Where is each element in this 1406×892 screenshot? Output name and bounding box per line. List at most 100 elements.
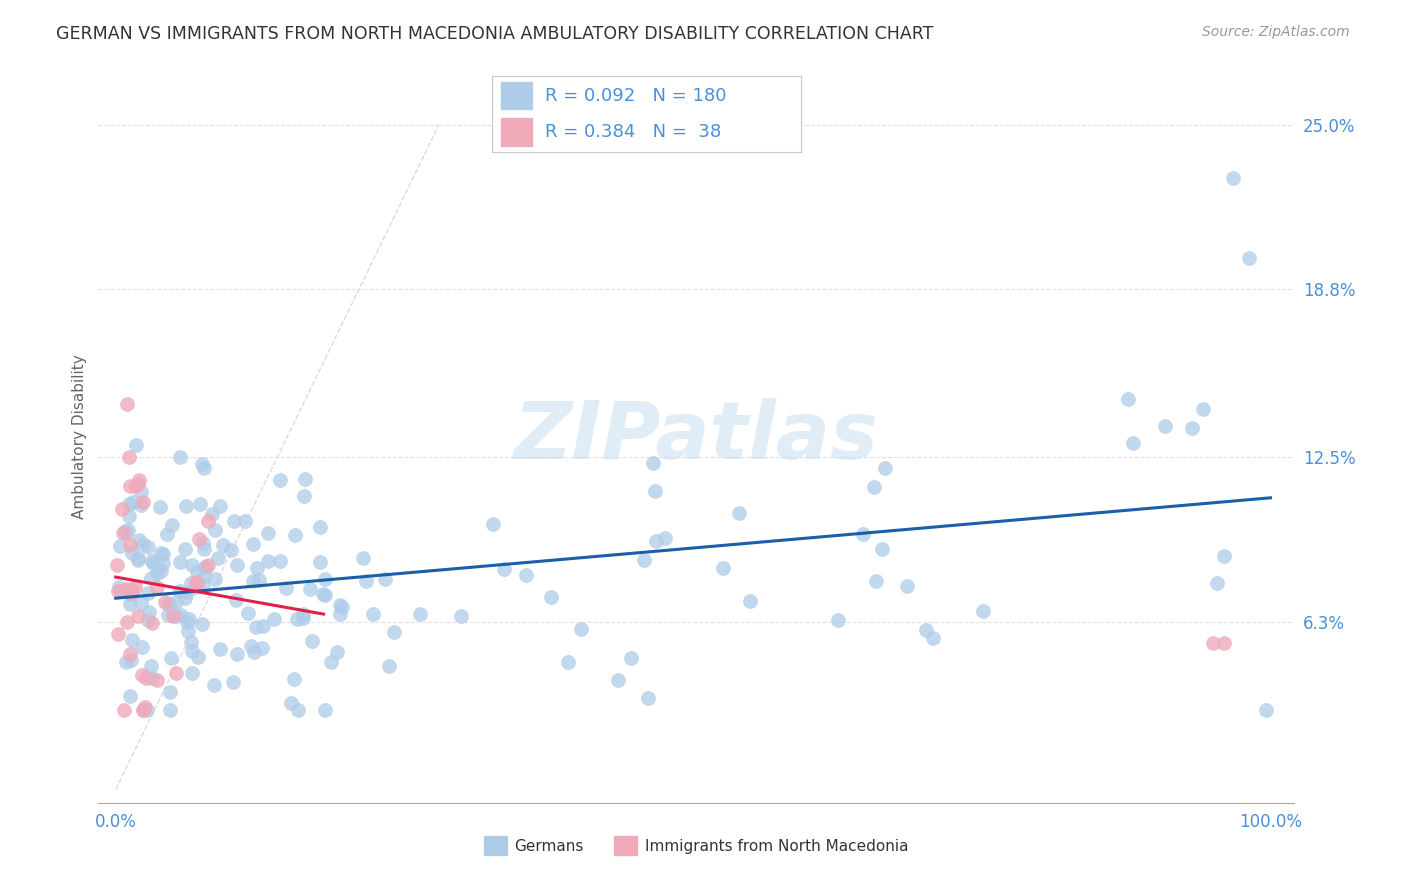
Point [188, 497, 211, 511]
Point [312, 587, 335, 601]
Point [326, 645, 349, 659]
Point [124, 479, 146, 493]
Point [1202, 636, 1225, 650]
Point [226, 647, 249, 661]
Point [1213, 549, 1236, 564]
Point [180, 575, 202, 590]
Point [114, 655, 136, 669]
Point [482, 516, 505, 531]
Point [146, 673, 169, 688]
Point [180, 644, 202, 658]
Point [112, 525, 135, 540]
Point [329, 607, 352, 621]
Point [242, 537, 264, 551]
Point [242, 574, 264, 589]
Point [1192, 401, 1215, 416]
Point [191, 457, 214, 471]
Point [284, 527, 307, 541]
Point [114, 703, 136, 717]
Point [245, 620, 267, 634]
Text: R = 0.092   N = 180: R = 0.092 N = 180 [544, 87, 725, 104]
Point [149, 500, 172, 514]
Point [378, 658, 401, 673]
Point [169, 555, 191, 569]
Point [121, 546, 143, 560]
Point [136, 613, 159, 627]
Point [294, 471, 316, 485]
Point [207, 550, 229, 565]
Point [107, 583, 129, 598]
Point [169, 583, 191, 598]
Point [118, 597, 141, 611]
Point [117, 615, 139, 629]
Point [132, 703, 155, 717]
Point [165, 608, 187, 623]
Y-axis label: Ambulatory Disability: Ambulatory Disability [72, 355, 87, 519]
Point [202, 678, 225, 692]
Point [1254, 703, 1277, 717]
Point [118, 450, 141, 464]
Point [193, 461, 215, 475]
Bar [502, 119, 533, 145]
Point [127, 550, 149, 565]
Point [132, 537, 155, 551]
Point [160, 517, 183, 532]
Point [114, 524, 136, 538]
Point [221, 543, 243, 558]
Point [145, 566, 167, 581]
Point [110, 539, 132, 553]
Point [645, 533, 668, 548]
Point [120, 652, 142, 666]
Point [224, 515, 246, 529]
Point [374, 572, 396, 586]
Point [136, 703, 159, 717]
Point [921, 631, 943, 645]
Point [165, 595, 187, 609]
Point [186, 576, 208, 591]
Point [654, 531, 676, 545]
Point [193, 541, 215, 556]
Text: Source: ZipAtlas.com: Source: ZipAtlas.com [1202, 25, 1350, 39]
Point [209, 499, 232, 513]
Point [409, 607, 432, 622]
Point [131, 640, 153, 654]
Text: R = 0.384   N =  38: R = 0.384 N = 38 [544, 123, 721, 141]
Point [128, 533, 150, 548]
Point [287, 611, 309, 625]
Point [186, 574, 208, 589]
Point [141, 554, 163, 568]
Point [450, 609, 472, 624]
Point [225, 593, 247, 607]
Point [176, 615, 198, 629]
Point [107, 627, 129, 641]
Text: ZIPatlas: ZIPatlas [513, 398, 879, 476]
Point [169, 450, 191, 464]
Point [263, 612, 285, 626]
Point [190, 617, 212, 632]
Point [120, 690, 142, 704]
Point [118, 538, 141, 552]
Point [309, 556, 332, 570]
Point [308, 520, 330, 534]
Point [127, 608, 149, 623]
Point [269, 473, 291, 487]
Point [1222, 170, 1244, 185]
Point [321, 655, 343, 669]
Point [314, 589, 336, 603]
Point [1116, 392, 1139, 406]
Point [142, 556, 165, 570]
Text: GERMAN VS IMMIGRANTS FROM NORTH MACEDONIA AMBULATORY DISABILITY CORRELATION CHAR: GERMAN VS IMMIGRANTS FROM NORTH MACEDONI… [56, 25, 934, 43]
Point [292, 489, 315, 503]
Point [208, 642, 231, 657]
Point [132, 495, 155, 509]
Point [156, 597, 179, 611]
Point [291, 610, 314, 624]
Point [827, 614, 849, 628]
Point [352, 550, 374, 565]
Point [292, 607, 315, 622]
Point [127, 476, 149, 491]
Point [197, 515, 219, 529]
Point [1206, 575, 1229, 590]
Point [152, 557, 174, 571]
Point [1213, 636, 1236, 650]
